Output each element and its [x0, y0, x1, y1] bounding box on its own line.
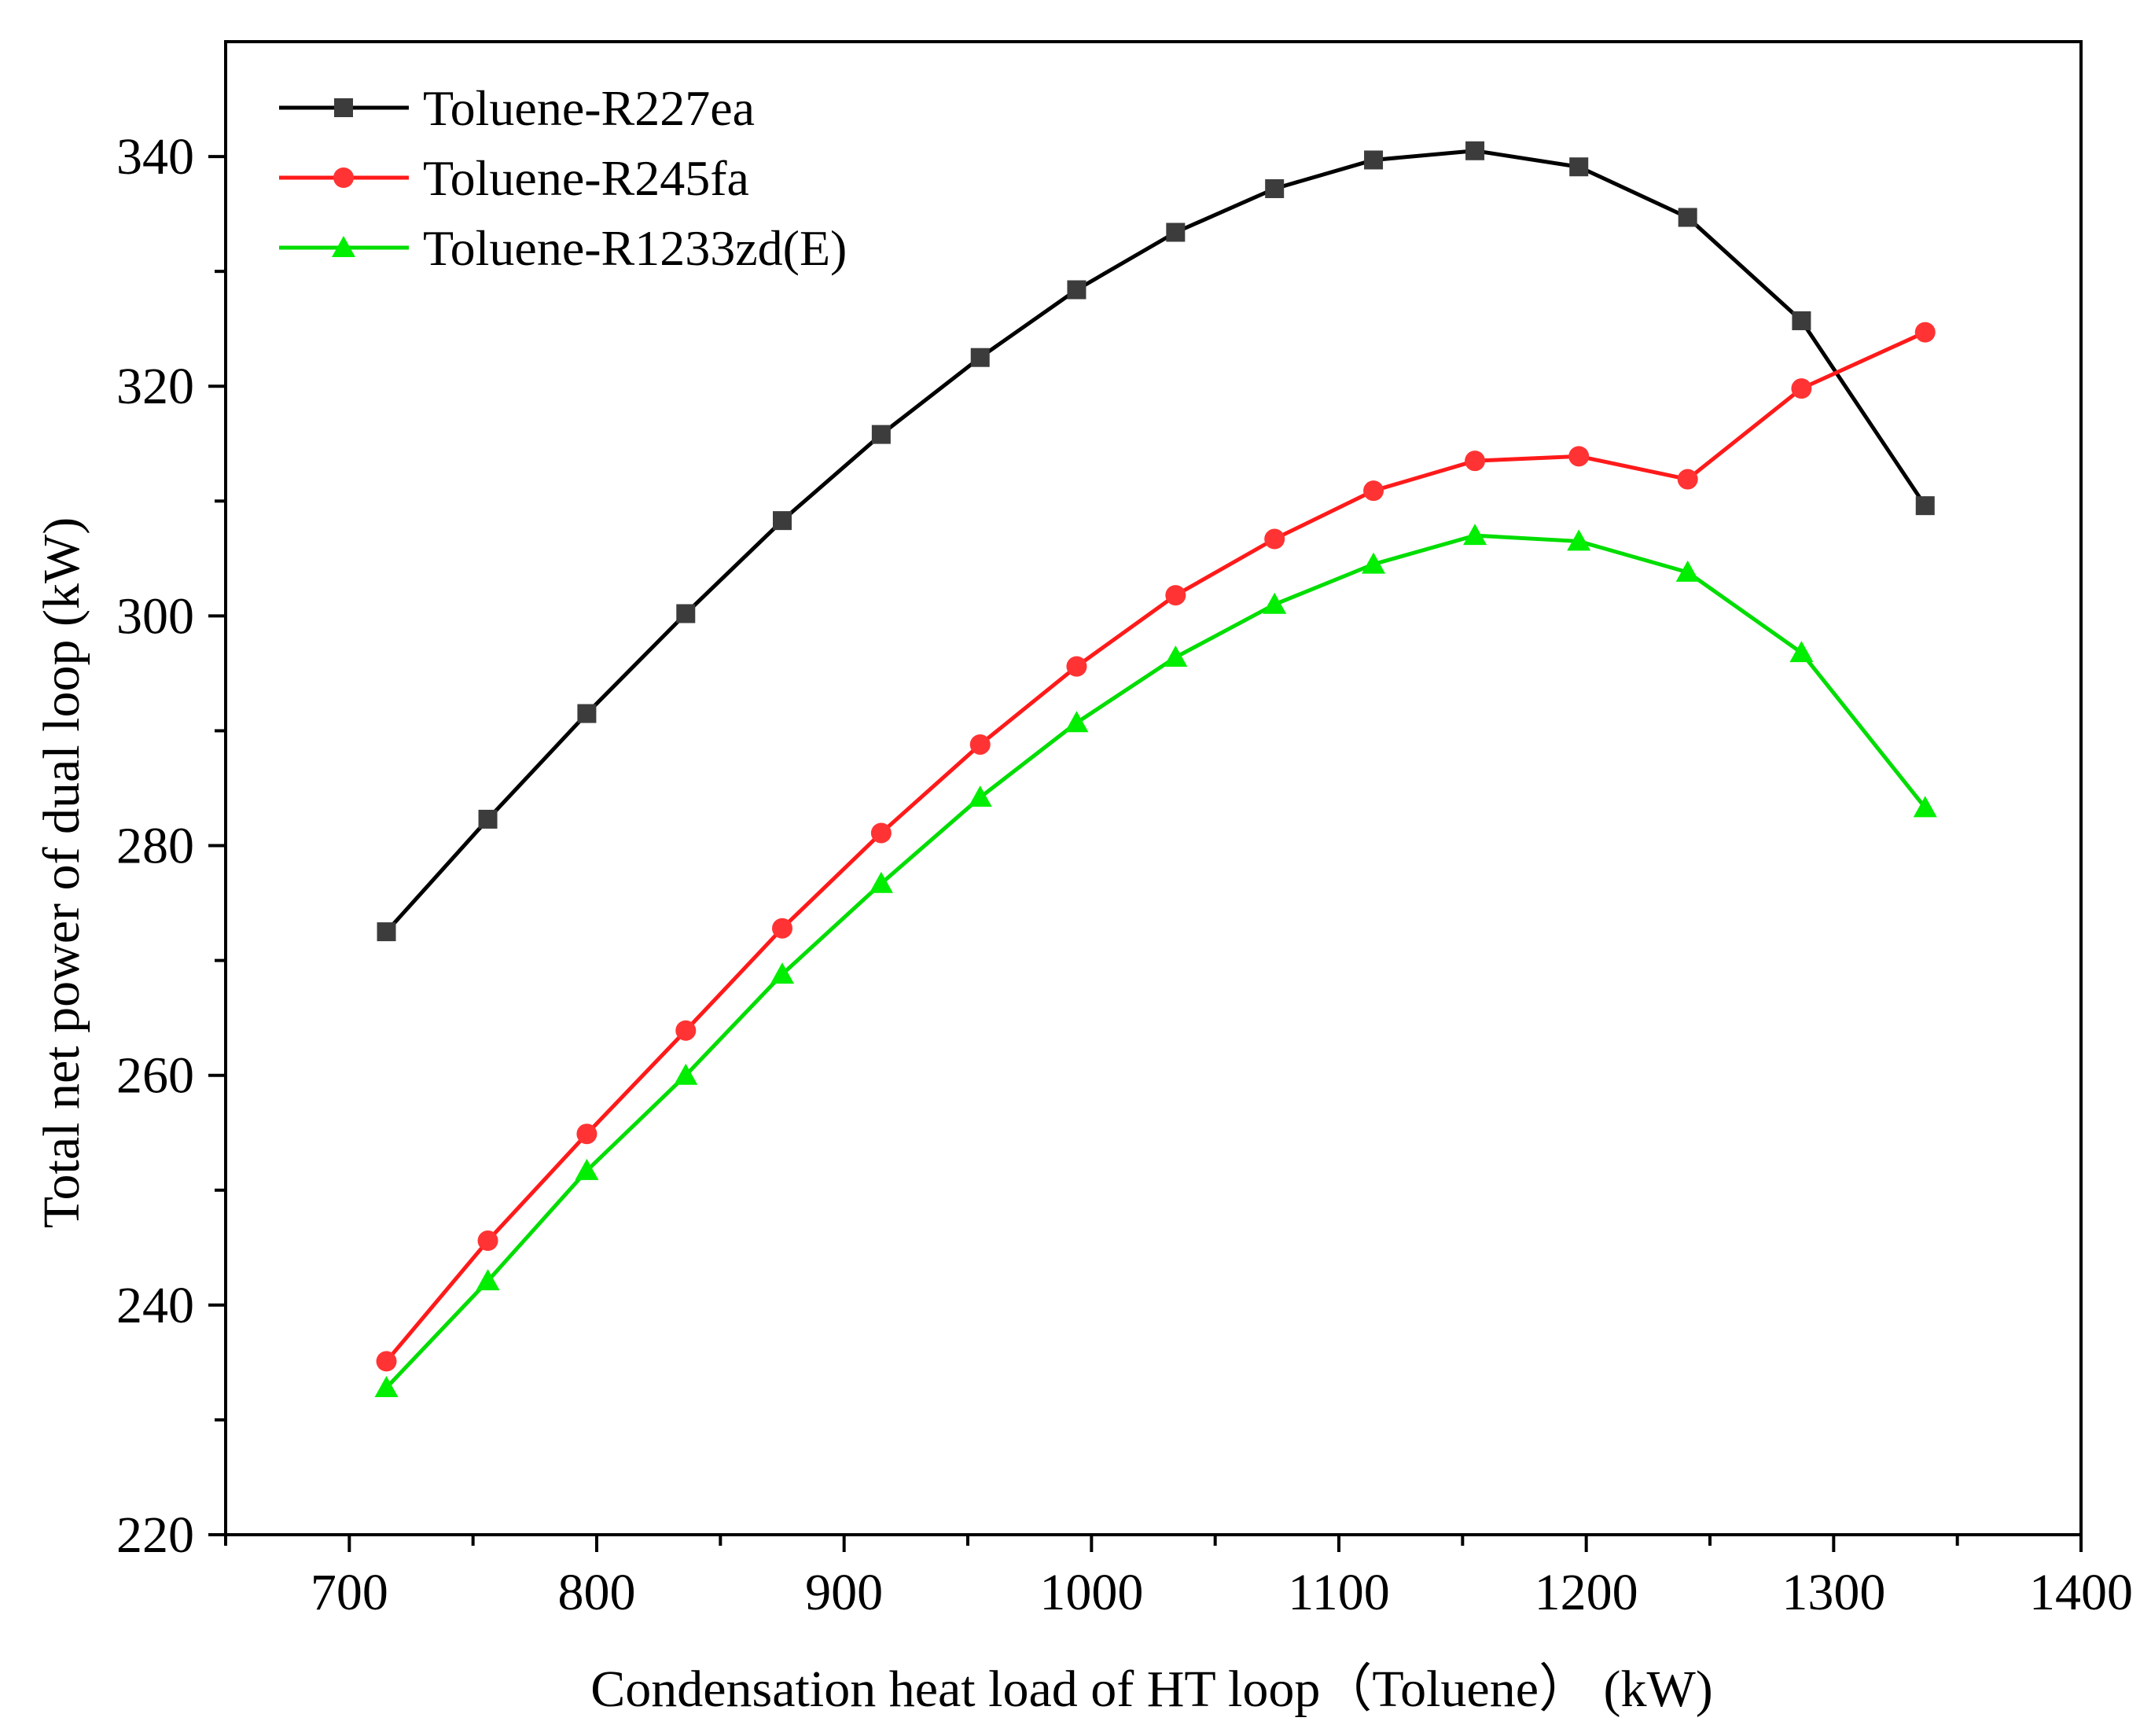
legend-label: Toluene-R227ea — [423, 80, 755, 136]
data-point — [1915, 496, 1935, 516]
data-point — [1463, 524, 1487, 546]
plot-border — [224, 40, 2083, 1536]
series-toluene-r227ea — [377, 141, 1935, 942]
y-tick-label: 280 — [116, 818, 194, 875]
legend-item: Toluene-R1233zd(E) — [279, 220, 847, 276]
series-line — [384, 533, 1927, 1389]
data-point — [773, 511, 792, 531]
data-point — [376, 1351, 397, 1372]
data-point — [970, 348, 990, 367]
data-point — [577, 704, 597, 723]
series-line — [384, 330, 1926, 1363]
x-axis-title: Condensation heat load of HT loop（Toluen… — [590, 1661, 1713, 1718]
x-tick-label: 1400 — [2029, 1564, 2133, 1621]
y-tick-label: 240 — [116, 1277, 194, 1334]
data-point — [1913, 796, 1937, 818]
data-point — [1165, 585, 1186, 606]
data-point — [1164, 645, 1188, 667]
data-point — [1362, 552, 1386, 574]
y-tick-label: 300 — [116, 587, 194, 645]
plot-frame — [224, 40, 2083, 1536]
series-layer — [374, 141, 1937, 1398]
x-tick-label: 800 — [558, 1564, 636, 1621]
data-point — [1066, 656, 1087, 677]
legend-label: Toluene-R245fa — [423, 150, 749, 206]
data-point — [1568, 446, 1590, 467]
data-point — [1569, 157, 1589, 177]
x-tick-label: 700 — [311, 1564, 388, 1621]
legend-swatch-marker — [333, 167, 354, 188]
legend-label: Toluene-R1233zd(E) — [423, 220, 847, 276]
data-point — [1263, 592, 1287, 614]
data-point — [1465, 141, 1485, 160]
data-point — [1791, 378, 1812, 399]
data-point — [1067, 280, 1087, 300]
series-toluene-r1233zd-e- — [374, 524, 1937, 1398]
y-tick-label: 320 — [116, 358, 194, 415]
y-tick-label: 220 — [116, 1506, 194, 1564]
data-point — [871, 425, 891, 444]
data-point — [477, 1230, 498, 1252]
legend: Toluene-R227ea Toluene-R245fa Toluene-R123… — [279, 80, 847, 276]
data-point — [1465, 451, 1486, 472]
data-point — [674, 1063, 698, 1085]
data-point — [1166, 223, 1186, 242]
data-point — [478, 809, 498, 829]
data-point — [576, 1124, 598, 1145]
x-tick-label: 1000 — [1039, 1564, 1143, 1621]
data-point — [1678, 208, 1697, 227]
data-point — [968, 785, 992, 807]
data-point — [1064, 711, 1089, 733]
legend-swatch-marker — [334, 98, 353, 117]
data-point — [476, 1269, 500, 1291]
data-point — [1265, 178, 1285, 198]
data-point — [676, 604, 696, 623]
data-point — [772, 918, 792, 939]
data-point — [1364, 150, 1384, 170]
x-tick-label: 1200 — [1535, 1564, 1638, 1621]
data-point — [869, 871, 893, 893]
legend-item: Toluene-R245fa — [279, 150, 749, 206]
data-point — [1677, 469, 1698, 490]
data-point — [770, 962, 794, 984]
data-point — [1363, 480, 1384, 502]
x-tick-label: 1300 — [1781, 1564, 1885, 1621]
data-point — [1264, 528, 1285, 550]
data-point — [969, 734, 991, 755]
data-point — [1789, 641, 1814, 663]
y-tick-label: 260 — [116, 1047, 194, 1105]
data-point — [1567, 529, 1591, 551]
x-tick-label: 900 — [805, 1564, 883, 1621]
data-point — [1914, 322, 1936, 343]
data-point — [374, 1376, 399, 1398]
y-axis-title: Total net power of dual loop (kW) — [33, 517, 90, 1228]
data-point — [377, 922, 396, 942]
data-point — [1675, 560, 1700, 582]
legend-swatch-marker — [332, 236, 355, 257]
x-tick-label: 1100 — [1288, 1564, 1390, 1621]
series-toluene-r245fa — [376, 322, 1936, 1372]
series-line — [384, 149, 1927, 933]
data-point — [1792, 311, 1811, 330]
y-tick-label: 340 — [116, 128, 194, 186]
legend-item: Toluene-R227ea — [279, 80, 755, 136]
axis-ticks: 700 800 900 1000 1100 1200 1300 1400 220 240 260 28… — [116, 128, 2133, 1621]
data-point — [575, 1158, 599, 1180]
data-point — [675, 1020, 697, 1041]
data-point — [870, 822, 892, 844]
